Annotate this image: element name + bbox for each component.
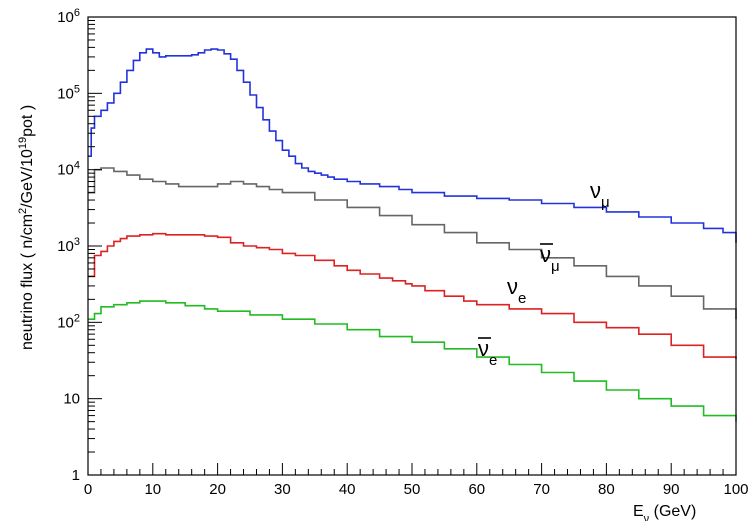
x-axis-title: Eν (GeV) bbox=[633, 503, 696, 521]
series-layer bbox=[88, 48, 737, 422]
series-line-3 bbox=[88, 300, 737, 422]
y-tick-label: 103 bbox=[57, 236, 80, 255]
x-tick-label: 50 bbox=[404, 481, 421, 498]
x-tick-label: 20 bbox=[209, 481, 226, 498]
y-tick-label: 106 bbox=[57, 7, 80, 26]
x-tick-label: 80 bbox=[598, 481, 615, 498]
x-tick-label: 70 bbox=[533, 481, 550, 498]
plot-frame bbox=[87, 16, 737, 476]
x-tick-label: 10 bbox=[144, 481, 161, 498]
x-tick-label: 0 bbox=[84, 481, 92, 498]
series-line-1 bbox=[88, 167, 737, 320]
x-tick-label: 30 bbox=[274, 481, 291, 498]
series-label-2: νe bbox=[507, 274, 526, 307]
x-tick-label: 60 bbox=[468, 481, 485, 498]
y-tick-label: 105 bbox=[57, 83, 80, 102]
x-tick-label: 90 bbox=[663, 481, 680, 498]
series-line-0 bbox=[88, 48, 737, 243]
y-tick-label: 1 bbox=[72, 467, 80, 484]
y-tick-label: 104 bbox=[57, 160, 80, 179]
y-tick-label: 10 bbox=[63, 391, 80, 408]
series-label-0: νμ bbox=[590, 178, 610, 211]
series-label-1: νμ bbox=[540, 242, 560, 275]
x-tick-label: 100 bbox=[723, 481, 748, 498]
y-tick-label: 102 bbox=[57, 312, 80, 331]
y-axis-title: neutrino flux ( n/cm2/GeV/1019pot ) bbox=[17, 105, 36, 350]
series-line-2 bbox=[88, 232, 737, 360]
series-label-3: νe bbox=[478, 336, 497, 369]
x-tick-label: 40 bbox=[339, 481, 356, 498]
